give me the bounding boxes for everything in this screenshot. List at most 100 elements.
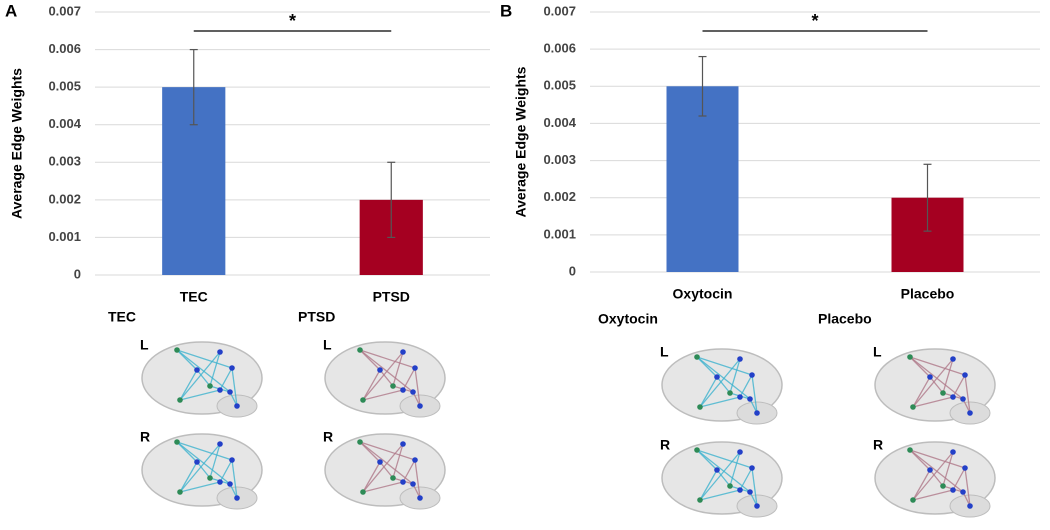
y-tick-label: 0.004 — [543, 115, 576, 130]
connection — [929, 469, 944, 487]
node — [910, 497, 916, 503]
node — [360, 489, 366, 495]
y-tick-label: 0.004 — [48, 116, 81, 131]
connection — [196, 461, 211, 479]
connection — [696, 356, 718, 378]
x-tick-label: Placebo — [901, 286, 955, 302]
panel-label: A — [5, 1, 17, 20]
connection — [699, 469, 718, 501]
node — [177, 489, 183, 495]
connection — [362, 443, 404, 493]
connection — [179, 389, 221, 401]
view-label: L — [323, 337, 332, 353]
node — [727, 390, 733, 396]
view-label: R — [660, 437, 670, 453]
y-tick-label: 0.003 — [543, 152, 576, 167]
brain-map-title: TEC — [108, 309, 136, 325]
connection — [179, 481, 221, 493]
brain-map-title: PTSD — [298, 309, 335, 325]
node — [357, 439, 363, 445]
connection — [196, 369, 211, 387]
node — [377, 459, 383, 465]
node — [417, 403, 423, 409]
connection — [392, 351, 404, 387]
node — [177, 397, 183, 403]
connection — [179, 369, 198, 401]
y-tick-label: 0.007 — [48, 3, 81, 18]
node — [737, 356, 743, 362]
node — [950, 356, 956, 362]
node — [207, 475, 213, 481]
view-label: L — [660, 344, 669, 360]
connection — [716, 469, 731, 487]
connection — [379, 369, 394, 387]
node — [697, 404, 703, 410]
connection — [219, 459, 233, 483]
node — [714, 374, 720, 380]
node — [714, 467, 720, 473]
node — [737, 394, 743, 400]
connection — [402, 367, 416, 391]
connection — [696, 356, 753, 376]
node — [412, 365, 418, 371]
y-tick-label: 0.005 — [48, 79, 81, 94]
node — [400, 387, 406, 393]
node — [754, 410, 760, 416]
y-tick-label: 0.002 — [543, 189, 576, 204]
connection — [379, 461, 394, 479]
node — [927, 374, 933, 380]
connection — [359, 349, 381, 371]
bar — [666, 86, 739, 273]
node — [229, 457, 235, 463]
connection — [964, 467, 971, 507]
connection — [912, 469, 931, 501]
connection — [751, 467, 758, 507]
node — [754, 503, 760, 509]
connection — [231, 367, 238, 407]
connection — [909, 449, 931, 471]
connection — [912, 358, 954, 408]
node — [960, 489, 966, 495]
node — [727, 483, 733, 489]
connection — [176, 441, 198, 463]
connection — [176, 349, 198, 371]
connection — [909, 356, 931, 378]
connection — [699, 489, 741, 501]
node — [967, 410, 973, 416]
view-label: L — [140, 337, 149, 353]
y-tick-label: 0.001 — [48, 229, 81, 244]
y-axis-title: Average Edge Weights — [513, 66, 529, 217]
node — [749, 465, 755, 471]
y-tick-label: 0.007 — [543, 3, 576, 18]
node — [377, 367, 383, 373]
y-tick-label: 0.001 — [543, 226, 576, 241]
node — [410, 481, 416, 487]
node — [747, 396, 753, 402]
node — [207, 383, 213, 389]
connection — [699, 358, 741, 408]
connection — [929, 376, 944, 394]
node — [217, 479, 223, 485]
connection — [909, 356, 966, 376]
node — [962, 372, 968, 378]
connection — [362, 481, 404, 493]
connection — [942, 358, 954, 394]
significance-mark: * — [289, 11, 296, 31]
node — [907, 447, 913, 453]
node — [357, 347, 363, 353]
y-tick-label: 0 — [569, 263, 576, 278]
node — [390, 475, 396, 481]
connection — [751, 374, 758, 414]
node — [950, 394, 956, 400]
node — [747, 489, 753, 495]
x-tick-label: PTSD — [373, 289, 410, 305]
node — [412, 457, 418, 463]
brain-map-title: Oxytocin — [598, 311, 658, 327]
node — [967, 503, 973, 509]
brain-map-title: Placebo — [818, 311, 872, 327]
node — [194, 459, 200, 465]
connection — [359, 441, 381, 463]
node — [694, 354, 700, 360]
y-tick-label: 0.002 — [48, 191, 81, 206]
y-tick-label: 0.005 — [543, 78, 576, 93]
